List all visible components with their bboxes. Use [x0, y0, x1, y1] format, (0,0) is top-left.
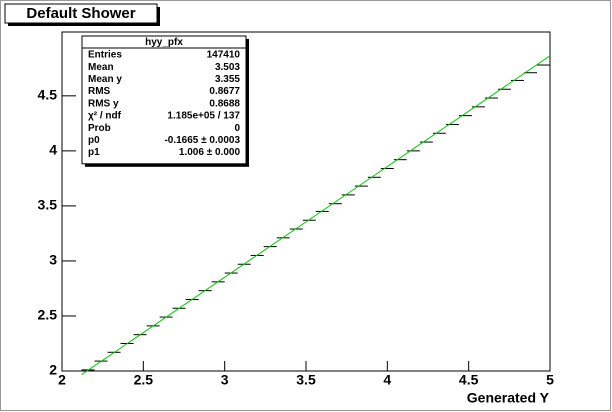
stats-panel	[81, 35, 247, 165]
stats-value: 3.503	[215, 62, 240, 73]
stats-label: χ² / ndf	[88, 111, 122, 122]
stats-box: hyy_pfx Entries 147410 Mean 3.503 Mean y 3.355…	[81, 35, 249, 167]
stats-label: RMS	[88, 86, 111, 97]
stats-value: 0	[234, 123, 240, 134]
x-tick-label: 4	[383, 372, 391, 388]
x-tick-label: 3.5	[296, 372, 316, 388]
stats-label: Prob	[88, 123, 111, 134]
x-tick-label: 2	[58, 372, 66, 388]
y-tick-label: 4.5	[38, 87, 58, 103]
stats-title: hyy_pfx	[145, 37, 183, 48]
stats-label: p1	[88, 147, 100, 158]
y-tick-label: 4	[49, 142, 57, 158]
x-tick-label: 4.5	[459, 372, 479, 388]
x-tick-label: 3	[221, 372, 229, 388]
stats-value: 3.355	[215, 74, 240, 85]
stats-label: Entries	[88, 50, 122, 61]
stats-value: 147410	[207, 50, 241, 61]
stats-value: 0.8688	[209, 98, 240, 109]
x-tick-label: 5	[546, 372, 554, 388]
stats-value: -0.1665 ± 0.0003	[164, 135, 240, 146]
stats-label: RMS y	[88, 98, 119, 109]
y-tick-label: 3	[49, 252, 57, 268]
stats-value: 1.006 ± 0.000	[179, 147, 241, 158]
stats-label: Mean	[88, 62, 114, 73]
stats-label: p0	[88, 135, 100, 146]
y-tick-label: 3.5	[38, 197, 58, 213]
y-tick-label: 2.5	[38, 307, 58, 323]
stats-value: 0.8677	[209, 86, 240, 97]
stats-value: 1.185e+05 / 137	[167, 111, 240, 122]
stats-label: Mean y	[88, 74, 122, 85]
x-tick-label: 2.5	[134, 372, 154, 388]
y-tick-label: 2	[49, 362, 57, 378]
fit-line	[81, 55, 551, 376]
title-box	[4, 3, 158, 24]
x-axis-label: Generated Y	[467, 390, 550, 406]
chart-title: Default Shower	[26, 5, 135, 22]
